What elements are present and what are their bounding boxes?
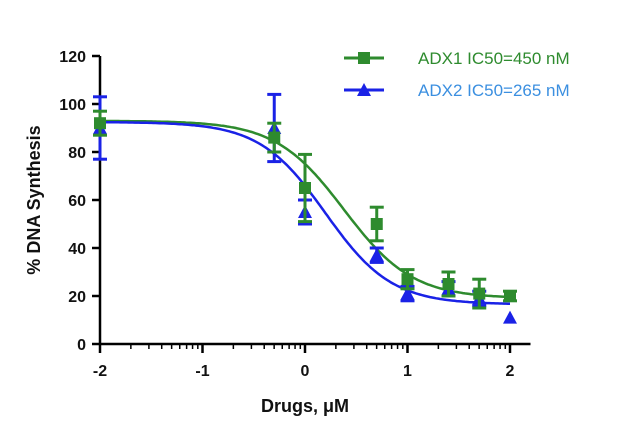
legend-adx2-label: ADX2 IC50=265 nM	[418, 81, 570, 100]
x-axis-title: Drugs, μM	[261, 396, 349, 416]
y-tick-label: 80	[68, 145, 86, 162]
legend: ADX1 IC50=450 nM ADX2 IC50=265 nM	[344, 49, 570, 100]
data-point-adx2	[400, 286, 415, 300]
data-point-adx2	[503, 310, 517, 324]
x-tick-label: -2	[93, 363, 107, 380]
data-point-adx1	[370, 218, 383, 230]
x-tick-label: 2	[506, 363, 515, 380]
y-tick-label: 100	[59, 97, 86, 114]
y-axis-title: % DNA Synthesis	[24, 125, 44, 274]
legend-item-adx1: ADX1 IC50=450 nM	[344, 49, 570, 68]
y-tick-label: 40	[68, 241, 86, 258]
data-point-adx1	[268, 131, 281, 144]
legend-adx1-square-marker	[358, 52, 370, 64]
legend-adx1-label: ADX1 IC50=450 nM	[418, 49, 570, 68]
data-point-adx1	[94, 117, 106, 130]
x-tick-label: 0	[301, 363, 310, 380]
legend-adx2-triangle-marker	[357, 83, 371, 96]
ticks: 0 20 40 60 80 100 120 -2 -1 0 1 2	[59, 49, 514, 380]
y-tick-label: 0	[77, 337, 86, 354]
data-point-adx1	[401, 273, 414, 286]
y-tick-label: 60	[68, 193, 86, 210]
data-point-adx1	[299, 182, 311, 194]
data-point-adx1	[504, 290, 516, 302]
data-point-adx1	[473, 287, 486, 300]
legend-item-adx2: ADX2 IC50=265 nM	[344, 81, 570, 100]
x-tick-label: -1	[195, 363, 209, 380]
data-point-adx1	[442, 278, 455, 290]
data-points	[93, 92, 517, 324]
data-point-adx2	[369, 248, 384, 262]
y-tick-label: 20	[68, 289, 86, 306]
x-tick-label: 1	[403, 363, 412, 380]
y-tick-label: 120	[59, 49, 86, 66]
